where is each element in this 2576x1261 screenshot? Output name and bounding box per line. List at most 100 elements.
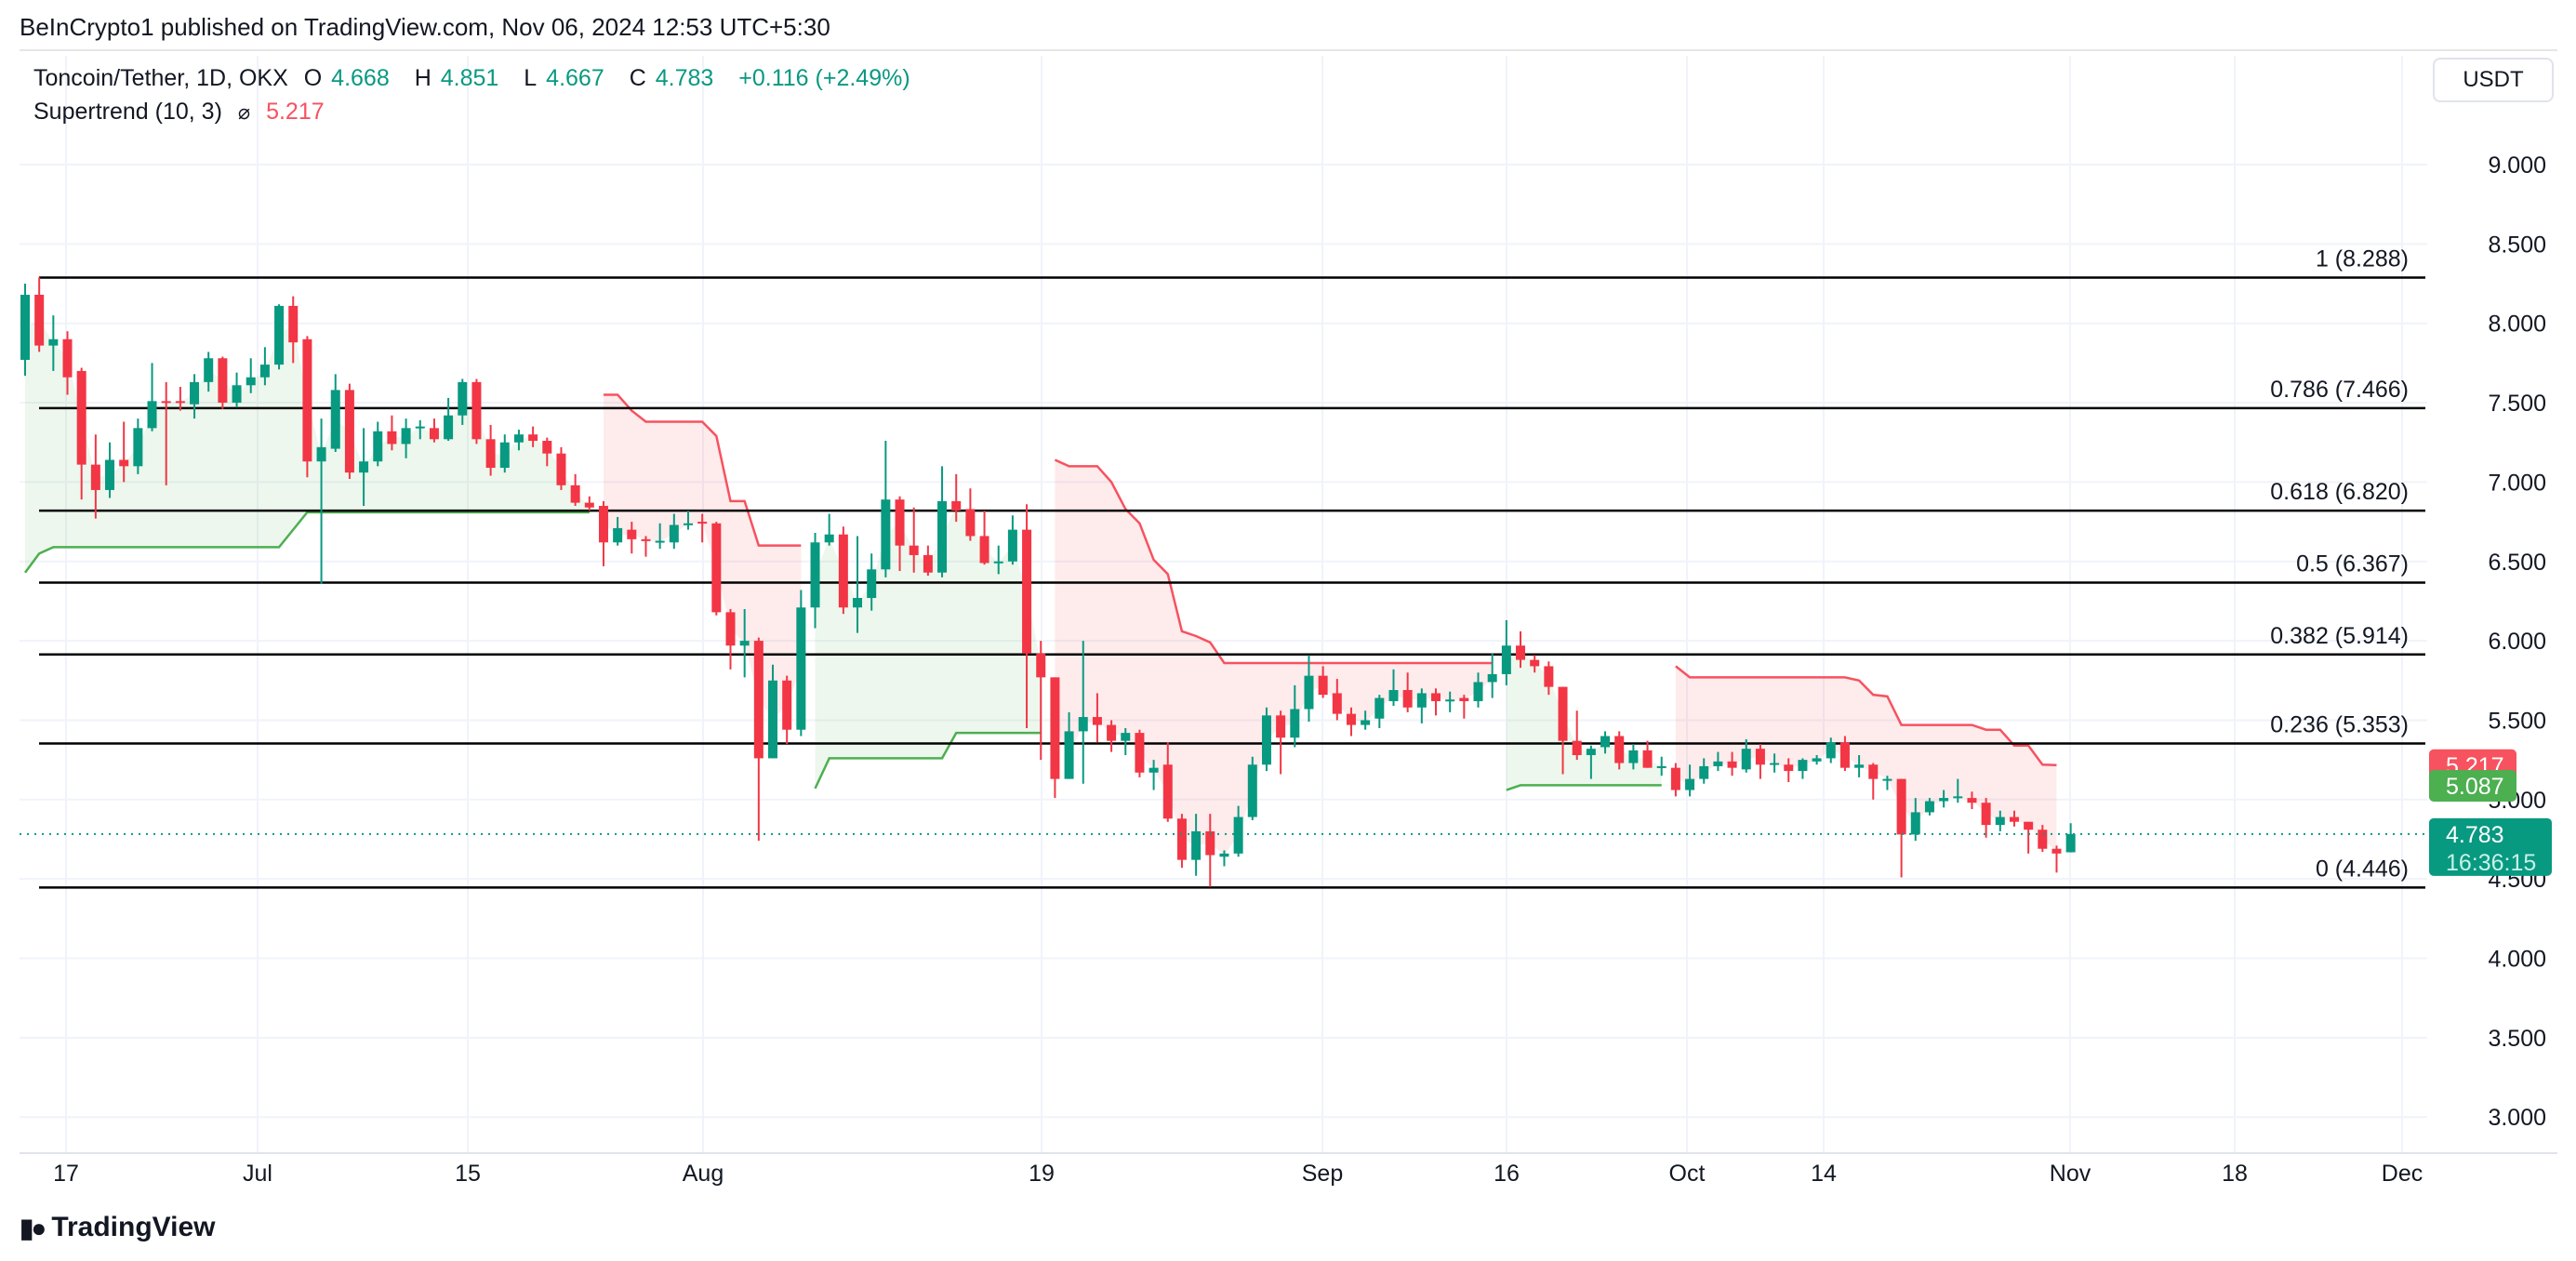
candle — [1176, 814, 1187, 869]
candle-body — [965, 509, 976, 537]
candle — [570, 473, 580, 507]
candle-body — [499, 442, 510, 469]
indicator-name[interactable]: Supertrend (10, 3) — [33, 99, 222, 125]
y-tick-label: 8.500 — [2488, 232, 2546, 258]
fib-level-label: 0.236 (5.353) — [2270, 712, 2409, 738]
low-label: L — [524, 65, 538, 91]
candle-body — [1219, 853, 1229, 857]
candle — [190, 374, 200, 419]
candle-body — [485, 439, 496, 469]
candle — [1064, 711, 1074, 779]
y-tick-label: 7.500 — [2488, 391, 2546, 417]
candle — [1896, 778, 1906, 878]
candle — [204, 352, 214, 392]
candle-body — [20, 294, 30, 360]
candle — [1261, 707, 1271, 772]
x-tick-label: Sep — [1302, 1161, 1343, 1187]
candle — [105, 442, 115, 498]
y-tick-label: 3.500 — [2488, 1026, 2546, 1052]
candle-body — [1487, 673, 1497, 683]
candle-body — [1445, 699, 1455, 702]
candle-body — [1107, 724, 1117, 741]
candle-body — [175, 401, 185, 404]
candle-body — [1247, 764, 1257, 817]
candle — [979, 511, 989, 565]
candle — [1191, 814, 1202, 876]
candle-body — [584, 502, 594, 508]
currency-button[interactable]: USDT — [2433, 58, 2554, 102]
candle — [359, 428, 369, 507]
candle-body — [909, 545, 919, 555]
candle — [753, 637, 764, 842]
candle-body — [1121, 733, 1131, 741]
candle — [1487, 653, 1497, 698]
candle-body — [1501, 645, 1511, 674]
candle-body — [1261, 715, 1271, 765]
fib-level-label: 0.382 (5.914) — [2270, 623, 2409, 649]
high-label: H — [414, 65, 432, 91]
publisher-caption: BeInCrypto1 published on TradingView.com… — [20, 13, 830, 41]
candle-body — [570, 484, 580, 503]
candle-body — [824, 534, 834, 543]
symbol-name[interactable]: Toncoin/Tether, 1D, OKX — [33, 65, 288, 91]
candle-body — [1896, 778, 1906, 835]
footer-brand[interactable]: TradingView — [51, 1212, 216, 1242]
candle — [1741, 738, 1751, 773]
candle-body — [627, 529, 637, 539]
candle-body — [1924, 801, 1934, 813]
candle — [1910, 798, 1920, 842]
candle — [1656, 756, 1666, 777]
y-tick-label: 3.000 — [2488, 1105, 2546, 1131]
candle-body — [1910, 812, 1920, 835]
candle — [458, 378, 468, 425]
candle-body — [979, 536, 989, 564]
candle — [1445, 691, 1455, 712]
candle-body — [1854, 764, 1865, 768]
candle-body — [867, 569, 877, 599]
candle-body — [76, 370, 86, 465]
fib-level-label: 1 (8.288) — [2316, 246, 2409, 272]
eye-off-icon[interactable]: ⌀ — [237, 100, 251, 124]
candle — [2038, 825, 2048, 853]
candle — [1685, 764, 1695, 797]
candle-body — [513, 434, 524, 443]
candle-body — [1628, 750, 1639, 763]
candle-body — [458, 381, 468, 416]
supertrend-up-price-label-box — [2429, 769, 2516, 802]
candle — [937, 466, 948, 577]
candle — [1981, 798, 1991, 838]
candle — [1304, 655, 1314, 723]
candle-body — [1741, 749, 1751, 770]
candle — [259, 347, 270, 386]
candle — [1600, 731, 1611, 754]
candle-body — [697, 522, 708, 524]
candle — [1135, 729, 1145, 777]
candle — [1784, 758, 1794, 783]
candle — [471, 378, 482, 445]
tradingview-logo-icon[interactable]: ▮● — [20, 1213, 46, 1242]
candle-body — [1149, 767, 1159, 773]
candle — [965, 488, 976, 541]
supertrend-up-price-label-text: 5.087 — [2446, 774, 2504, 800]
candle — [1628, 744, 1639, 770]
candle — [1530, 655, 1540, 673]
candle — [2009, 810, 2019, 827]
candle — [1388, 669, 1399, 707]
candle — [1459, 695, 1469, 719]
candle — [20, 284, 30, 377]
candle-body — [1050, 677, 1060, 779]
candle — [1967, 791, 1977, 810]
candle — [1078, 641, 1088, 784]
candle — [1854, 755, 1865, 777]
x-tick-label: Dec — [2382, 1161, 2423, 1187]
candle-body — [302, 338, 312, 462]
candle-body — [1826, 742, 1836, 759]
candle-body — [1402, 690, 1413, 708]
x-tick-label: 17 — [53, 1161, 79, 1187]
candle-body — [105, 459, 115, 490]
candle-body — [1205, 830, 1215, 856]
candle-body — [542, 441, 552, 454]
candle-body — [1713, 761, 1723, 766]
candle — [76, 367, 86, 500]
